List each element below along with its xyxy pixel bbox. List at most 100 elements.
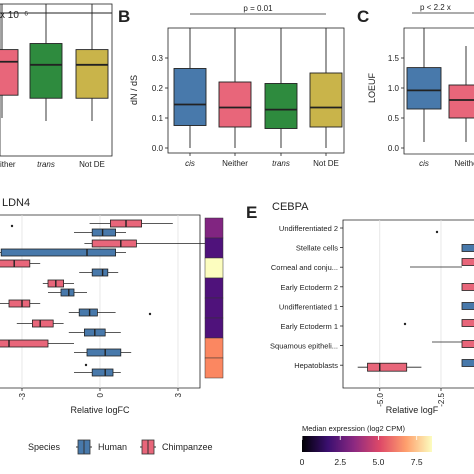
panel-b-xtick-label: Neither	[222, 159, 248, 168]
panel-e-outlier	[435, 230, 439, 234]
panel-b-box-not-de	[309, 72, 343, 128]
panel-b-yticks: 0.0 0.1 0.2 0.3	[152, 54, 168, 153]
panel-e-box-chimpanzee	[461, 340, 474, 348]
panel-a-box-0	[0, 49, 19, 96]
panel-d-title: LDN4	[2, 197, 30, 209]
panel-e-grid	[379, 220, 442, 388]
panel-b-pvalue: p = 0.01	[243, 4, 273, 13]
panel-e-box-human	[461, 244, 474, 252]
panel-d-outlier	[10, 224, 14, 228]
panel-e-xlabel: Relative logF	[386, 405, 439, 415]
panel-a-tick-label: trans	[37, 160, 55, 169]
colorbar-tick-label: 7.5	[411, 457, 423, 467]
panel-c-box-1	[448, 84, 474, 119]
panel-b-xtick-label: trans	[272, 159, 290, 168]
panel-b-letter: B	[118, 7, 130, 26]
panel-e-box-chimpanzee	[461, 283, 474, 291]
panel-d-xlabel: Relative logFC	[70, 405, 130, 415]
panel-b: B p = 0.01 dN / dS 0.0 0.1 0.2 0.3 cis Neith…	[118, 4, 345, 168]
colorbar-tick-label: 2.5	[334, 457, 346, 467]
panel-d-box-human	[0, 248, 117, 257]
legend-key-human	[76, 439, 92, 455]
panel-d-xtick-label: 0	[96, 392, 105, 397]
panel-b-ytick-label: 0.1	[152, 114, 164, 123]
panel-d-box-human	[91, 368, 114, 377]
panel-e-boxes	[357, 230, 474, 372]
panel-e-row-label: Early Ectoderm 2	[280, 283, 338, 292]
panel-d-box-human	[86, 348, 122, 357]
panel-b-box-cis	[173, 68, 207, 126]
panel-d-boxes	[0, 219, 210, 377]
panel-d-box-chimpanzee	[32, 319, 54, 328]
panel-e-row-label: Squamous epitheli...	[270, 342, 338, 351]
panel-d-box-chimpanzee	[0, 339, 49, 348]
colorbar-legend: Median expression (log2 CPM) 0 2.5 5.0 7.5	[300, 424, 432, 467]
panel-d-heat-cell	[204, 337, 224, 359]
panel-e-row-label: Corneal and conju...	[271, 263, 338, 272]
colorbar-ticks: 0 2.5 5.0 7.5	[300, 436, 423, 467]
colorbar-gradient	[302, 436, 432, 452]
panel-e-title: CEBPA	[272, 201, 309, 213]
species-legend: Species Human Chimpanzee	[28, 439, 213, 455]
legend-label-chimpanzee: Chimpanzee	[162, 442, 213, 452]
species-legend-title: Species	[28, 442, 61, 452]
panel-e-row-labels: Undifferentiated 2 Stellate cells Corneal …	[270, 224, 343, 370]
panel-d-heat-cell	[204, 317, 224, 339]
panel-a: x 10⁻⁶ ither trans Not DE	[0, 3, 113, 169]
panel-b-frame	[167, 27, 345, 154]
panel-a-boxes	[0, 4, 109, 122]
panel-d-box-human	[78, 308, 98, 317]
panel-e-row-label: Undifferentiated 2	[279, 224, 338, 233]
panel-e-xtick-label: -2.5	[437, 392, 446, 406]
colorbar-tick-label: 0	[300, 457, 305, 467]
panel-c-box-0	[406, 67, 442, 110]
panel-b-ytick-label: 0.3	[152, 54, 164, 63]
panel-e-box-chimpanzee	[461, 258, 474, 266]
panel-e-outlier	[403, 322, 407, 326]
panel-d-xtick-label: -3	[18, 392, 27, 400]
panel-e-box-chimpanzee	[461, 319, 474, 327]
panel-e-xticks: -5.0 -2.5	[376, 388, 446, 407]
panel-e-box-human	[461, 359, 474, 367]
panel-e-box-chimpanzee	[367, 362, 408, 372]
panel-a-box-1	[29, 43, 63, 99]
panel-e-row-label: Hepatoblasts	[294, 361, 338, 370]
panel-d-heat-cell	[204, 297, 224, 319]
panel-e-box-human	[461, 302, 474, 310]
panel-d: LDN4 -3 0 3 Relative logFC	[0, 197, 224, 415]
panel-b-box-neither	[218, 81, 252, 128]
panel-c-yticks: 0.0 0.5 1.0 1.5	[388, 54, 404, 153]
panel-b-box-trans	[264, 83, 298, 129]
panel-d-heat-cell	[204, 257, 224, 279]
colorbar-tick-label: 5.0	[373, 457, 385, 467]
panel-d-xticks: -3 0 3	[18, 388, 183, 400]
panel-d-box-human	[91, 228, 116, 237]
panel-c-frame	[403, 27, 474, 155]
panel-d-heat-cell	[204, 217, 224, 239]
legend-key-chimpanzee	[140, 439, 156, 455]
panel-e-row-label: Early Ectoderm 1	[280, 322, 338, 331]
panel-c: C p < 2.2 x LOEUF 0.0 0.5 1.0 1.5 cis Neithe	[357, 3, 474, 168]
panel-c-ytick-label: 0.5	[388, 114, 400, 123]
panel-d-xtick-label: 3	[174, 392, 183, 397]
panel-b-xtick-label: cis	[185, 159, 195, 168]
panel-e-frame	[342, 219, 474, 389]
panel-e-row-label: Stellate cells	[296, 244, 338, 253]
panel-b-ytick-label: 0.0	[152, 144, 164, 153]
panel-a-tick-label: Not DE	[79, 160, 105, 169]
panel-c-boxes	[406, 28, 474, 142]
panel-d-box-human	[60, 288, 75, 297]
panel-c-xtick-label: Neithe	[454, 159, 474, 168]
panel-e-row-label: Undifferentiated 1	[279, 302, 338, 311]
panel-a-frame	[0, 3, 113, 157]
panel-b-ylabel: dN / dS	[129, 75, 139, 105]
panel-c-pvalue: p < 2.2 x	[420, 3, 451, 12]
panel-c-ylabel: LOEUF	[367, 72, 377, 103]
panel-a-annotation: x 10⁻⁶	[0, 10, 28, 21]
panel-c-letter: C	[357, 7, 369, 26]
panel-d-heat-cell	[204, 277, 224, 299]
panel-d-heat-cell	[204, 357, 224, 379]
colorbar-title: Median expression (log2 CPM)	[302, 424, 405, 433]
panel-b-xticks: cis Neither trans Not DE	[185, 153, 339, 168]
panel-e: E CEBPA Undifferentiated 2 Stellate cells…	[246, 201, 474, 415]
